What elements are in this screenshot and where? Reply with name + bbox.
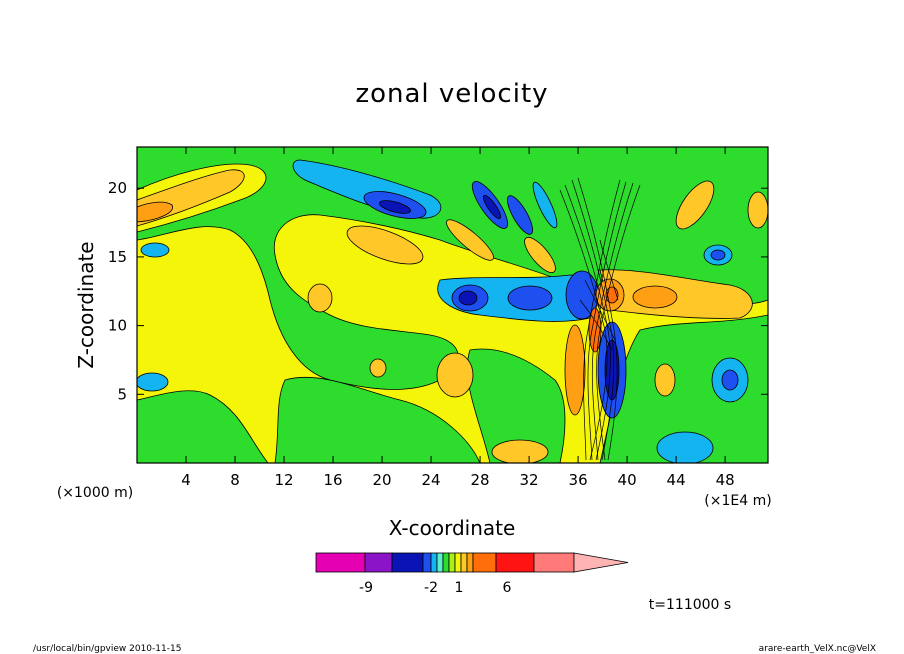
orange-blob-lower xyxy=(491,439,549,463)
y-tick-label: 20 xyxy=(108,179,127,197)
x-tick-label: 12 xyxy=(274,471,293,489)
green-region-center xyxy=(274,376,481,463)
colorbar-tick-label: -2 xyxy=(424,580,438,596)
colorbar-segment xyxy=(315,552,366,573)
blue-right-lower xyxy=(721,369,739,391)
x-unit-right: (×1E4 m) xyxy=(704,493,771,509)
x-axis-label: X-coordinate xyxy=(389,516,516,540)
blue-right-upper xyxy=(710,249,726,261)
colorbar-segment xyxy=(454,552,462,573)
orange-lower-right xyxy=(654,363,676,397)
y-tick-label: 15 xyxy=(108,248,127,266)
x-tick-label: 8 xyxy=(230,471,240,489)
chart-title: zonal velocity xyxy=(355,79,548,109)
y-ticks: 5 10 15 20 xyxy=(108,179,768,403)
y-axis-label: Z-coordinate xyxy=(74,241,98,368)
navy-core-center-left xyxy=(458,290,478,306)
cyan-spot-left xyxy=(140,242,170,258)
orange-blob-16 xyxy=(307,283,333,313)
colorbar xyxy=(315,552,629,573)
colorbar-segment xyxy=(460,552,468,573)
orange-far-right xyxy=(747,191,768,229)
navy-core-upper xyxy=(379,200,411,214)
colorbar-arrow xyxy=(573,552,629,573)
dark-orange-blob-left xyxy=(137,201,173,223)
blue-core-center xyxy=(507,285,553,311)
colorbar-segment xyxy=(430,552,438,573)
x-ticks: 4 8 12 16 20 24 28 32 36 40 44 48 xyxy=(181,147,735,489)
navy-jet-right xyxy=(604,339,620,401)
colorbar-segment xyxy=(448,552,456,573)
colorbar-segment xyxy=(436,552,444,573)
colorbar-segment xyxy=(495,552,535,573)
x-tick-label: 40 xyxy=(618,471,637,489)
blue-streak-2 xyxy=(507,195,533,235)
x-tick-label: 24 xyxy=(422,471,441,489)
orange-blob-mid-upper xyxy=(346,225,424,265)
green-region-mid xyxy=(466,348,566,463)
plot-frame xyxy=(136,146,769,464)
navy-streak-1 xyxy=(482,194,502,220)
y-tick-label: 10 xyxy=(108,317,127,335)
x-tick-label: 4 xyxy=(181,471,191,489)
contour-field xyxy=(137,147,768,463)
x-unit-left: (×1000 m) xyxy=(57,485,133,501)
orange-streak-1 xyxy=(446,219,494,261)
x-tick-label: 48 xyxy=(716,471,735,489)
cyan-bottom-right xyxy=(656,431,714,463)
x-tick-label: 16 xyxy=(323,471,342,489)
colorbar-tick-labels: -9 -2 1 6 xyxy=(359,580,512,596)
colorbar-segment xyxy=(391,552,424,573)
footer-left: /usr/local/bin/gpview 2010-11-15 xyxy=(33,644,181,654)
x-tick-label: 36 xyxy=(569,471,588,489)
colorbar-tick-label: -9 xyxy=(359,580,373,596)
time-label: t=111000 s xyxy=(649,597,731,613)
colorbar-segment xyxy=(364,552,393,573)
colorbar-segment xyxy=(442,552,450,573)
colorbar-segment xyxy=(472,552,497,573)
orange-streak-2 xyxy=(524,236,556,274)
colorbar-segment xyxy=(466,552,474,573)
x-tick-label: 28 xyxy=(471,471,490,489)
orange-jet-left xyxy=(564,324,586,416)
orange-blob-19 xyxy=(369,358,387,378)
colorbar-tick-label: 6 xyxy=(503,580,512,596)
cyan-spot-low xyxy=(137,372,169,392)
colorbar-tick-label: 1 xyxy=(455,580,464,596)
x-tick-label: 44 xyxy=(667,471,686,489)
colorbar-segment xyxy=(422,552,432,573)
green-region-bottom xyxy=(137,390,269,463)
colorbar-segment xyxy=(533,552,575,573)
orange-upper-right xyxy=(675,180,715,230)
cyan-streak-3 xyxy=(532,181,558,229)
dark-orange-right-1 xyxy=(632,285,678,309)
dense-contour-lines xyxy=(559,177,641,461)
x-tick-label: 32 xyxy=(520,471,539,489)
footer-right: arare-earth_VelX.nc@VelX xyxy=(759,644,876,654)
x-tick-label: 20 xyxy=(373,471,392,489)
y-tick-label: 5 xyxy=(117,385,127,403)
orange-blob-28 xyxy=(436,352,474,398)
